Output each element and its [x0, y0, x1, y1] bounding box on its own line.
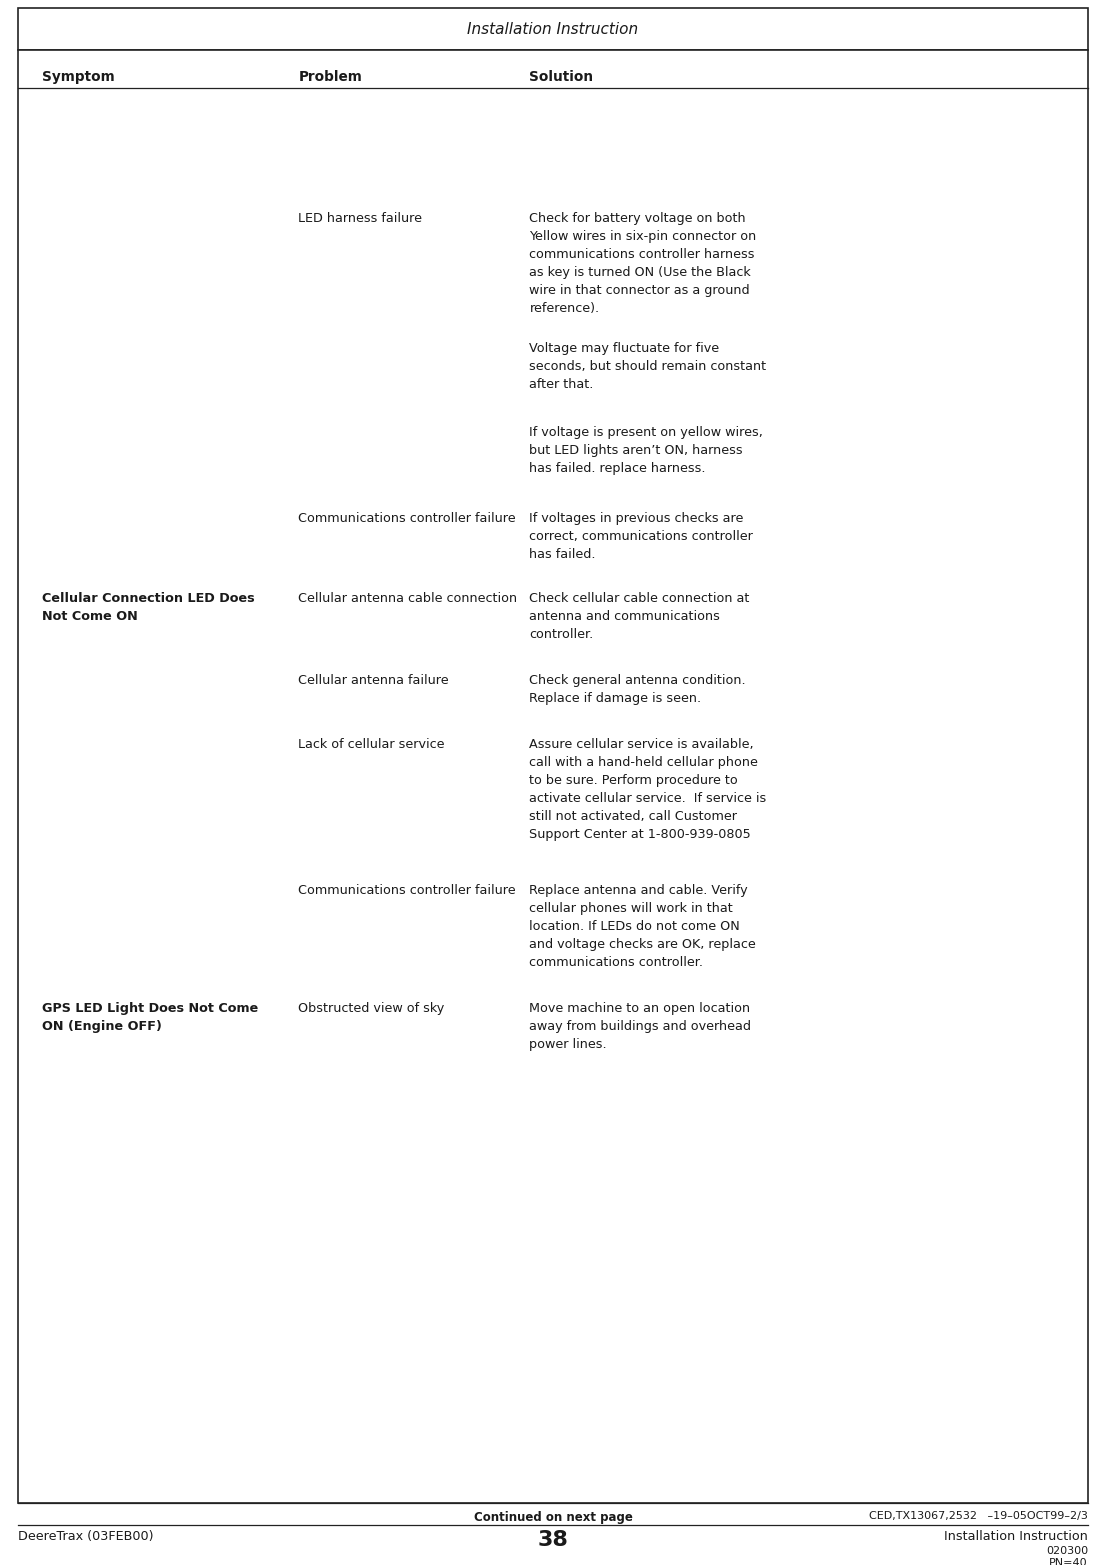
Text: Communications controller failure: Communications controller failure — [299, 884, 517, 897]
Text: DeereTrax (03FEB00): DeereTrax (03FEB00) — [18, 1531, 154, 1543]
Text: Symptom: Symptom — [42, 70, 114, 85]
Text: Cellular Connection LED Does
Not Come ON: Cellular Connection LED Does Not Come ON — [42, 592, 254, 623]
Text: CED,TX13067,2532   –19–05OCT99–2/3: CED,TX13067,2532 –19–05OCT99–2/3 — [869, 1510, 1088, 1521]
Text: Replace antenna and cable. Verify
cellular phones will work in that
location. If: Replace antenna and cable. Verify cellul… — [530, 884, 757, 969]
Bar — [18, 8, 1088, 50]
Text: Check for battery voltage on both
Yellow wires in six-pin connector on
communica: Check for battery voltage on both Yellow… — [530, 211, 757, 315]
Text: GPS LED Light Does Not Come
ON (Engine OFF): GPS LED Light Does Not Come ON (Engine O… — [42, 1002, 258, 1033]
Text: Lack of cellular service: Lack of cellular service — [299, 739, 445, 751]
Text: Assure cellular service is available,
call with a hand-held cellular phone
to be: Assure cellular service is available, ca… — [530, 739, 766, 840]
Text: Installation Instruction: Installation Instruction — [945, 1531, 1088, 1543]
Text: Obstructed view of sky: Obstructed view of sky — [299, 1002, 445, 1016]
Text: If voltages in previous checks are
correct, communications controller
has failed: If voltages in previous checks are corre… — [530, 512, 753, 560]
Text: 38: 38 — [538, 1531, 568, 1549]
Text: Check cellular cable connection at
antenna and communications
controller.: Check cellular cable connection at anten… — [530, 592, 750, 642]
Text: Check general antenna condition.
Replace if damage is seen.: Check general antenna condition. Replace… — [530, 675, 747, 704]
Text: PN=40: PN=40 — [1050, 1559, 1088, 1565]
Text: Cellular antenna failure: Cellular antenna failure — [299, 675, 449, 687]
Text: Problem: Problem — [299, 70, 363, 85]
Text: Move machine to an open location
away from buildings and overhead
power lines.: Move machine to an open location away fr… — [530, 1002, 751, 1052]
Text: LED harness failure: LED harness failure — [299, 211, 422, 225]
Text: Solution: Solution — [530, 70, 594, 85]
Text: Installation Instruction: Installation Instruction — [468, 22, 638, 36]
Text: If voltage is present on yellow wires,
but LED lights aren’t ON, harness
has fai: If voltage is present on yellow wires, b… — [530, 426, 763, 476]
Text: Communications controller failure: Communications controller failure — [299, 512, 517, 524]
Text: Voltage may fluctuate for five
seconds, but should remain constant
after that.: Voltage may fluctuate for five seconds, … — [530, 343, 766, 391]
Text: Cellular antenna cable connection: Cellular antenna cable connection — [299, 592, 518, 606]
Text: Continued on next page: Continued on next page — [473, 1510, 633, 1524]
Text: 020300: 020300 — [1046, 1546, 1088, 1556]
